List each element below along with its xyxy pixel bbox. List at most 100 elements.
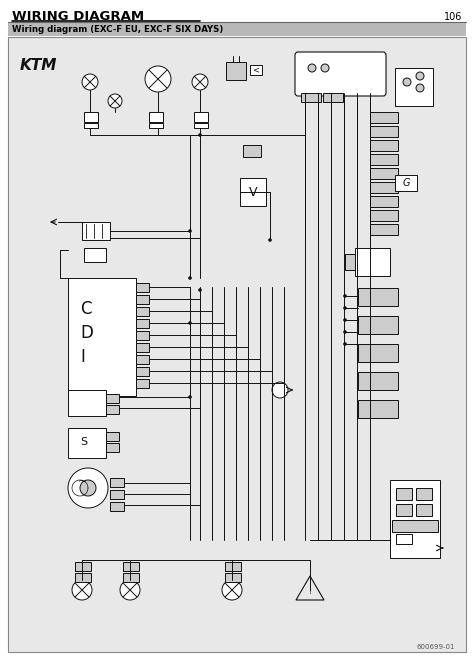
Bar	[106, 405, 119, 414]
Bar	[75, 562, 91, 571]
Bar	[225, 573, 241, 582]
Bar	[323, 93, 343, 102]
Bar	[396, 488, 412, 500]
Circle shape	[343, 294, 347, 297]
Bar	[370, 168, 398, 179]
Bar	[395, 175, 417, 191]
Bar	[370, 154, 398, 165]
Bar	[194, 112, 208, 122]
Bar	[136, 355, 149, 364]
Bar	[370, 210, 398, 221]
Bar	[226, 62, 246, 80]
Bar	[68, 428, 106, 458]
Bar	[358, 316, 398, 334]
Circle shape	[198, 133, 202, 137]
Bar	[123, 562, 139, 571]
Bar	[82, 222, 110, 240]
Circle shape	[222, 580, 242, 600]
Bar	[68, 278, 136, 396]
Bar	[390, 480, 440, 558]
FancyBboxPatch shape	[295, 52, 386, 96]
Circle shape	[192, 74, 208, 90]
Bar	[136, 343, 149, 352]
Bar	[370, 182, 398, 193]
Bar	[194, 123, 208, 128]
Bar	[106, 394, 119, 403]
Text: C: C	[80, 300, 91, 318]
Text: V: V	[249, 186, 257, 198]
Bar	[396, 534, 412, 544]
Text: Wiring diagram (EXC-F EU, EXC-F SIX DAYS): Wiring diagram (EXC-F EU, EXC-F SIX DAYS…	[12, 25, 223, 34]
Bar	[110, 502, 124, 511]
Bar	[395, 68, 433, 106]
Bar	[358, 344, 398, 362]
Bar	[243, 145, 261, 157]
Text: S: S	[80, 437, 87, 447]
Circle shape	[343, 342, 347, 346]
Bar	[370, 112, 398, 123]
Circle shape	[145, 66, 171, 92]
Bar	[358, 372, 398, 390]
Bar	[136, 319, 149, 328]
Bar	[136, 331, 149, 340]
Circle shape	[82, 74, 98, 90]
Text: D: D	[80, 324, 93, 342]
Bar	[106, 432, 119, 441]
Text: G: G	[402, 178, 410, 188]
Circle shape	[272, 382, 288, 398]
Bar	[110, 490, 124, 499]
Bar	[370, 140, 398, 151]
Circle shape	[268, 239, 272, 242]
Bar	[225, 562, 241, 571]
Text: I: I	[80, 348, 85, 366]
Bar	[358, 288, 398, 306]
Bar	[75, 573, 91, 582]
Circle shape	[198, 288, 202, 292]
Bar	[240, 178, 266, 206]
Circle shape	[72, 580, 92, 600]
Bar	[250, 65, 262, 75]
Text: 106: 106	[444, 12, 462, 22]
Circle shape	[188, 321, 192, 325]
Bar	[136, 307, 149, 316]
Bar	[416, 504, 432, 516]
Bar	[149, 112, 163, 122]
Circle shape	[343, 306, 347, 310]
Bar	[84, 123, 98, 128]
Bar	[84, 248, 106, 262]
Bar	[370, 196, 398, 207]
Bar	[355, 248, 390, 276]
Circle shape	[108, 94, 122, 108]
Circle shape	[416, 72, 424, 80]
Circle shape	[321, 64, 329, 72]
Bar	[68, 390, 106, 416]
Circle shape	[188, 229, 192, 232]
Bar	[136, 379, 149, 388]
Text: !: !	[309, 589, 311, 595]
Bar	[110, 478, 124, 487]
Circle shape	[188, 276, 192, 280]
Circle shape	[308, 64, 316, 72]
Bar	[123, 573, 139, 582]
Circle shape	[188, 395, 192, 399]
Circle shape	[68, 468, 108, 508]
Bar	[370, 224, 398, 235]
Bar	[136, 295, 149, 304]
Bar	[149, 123, 163, 128]
Bar	[392, 520, 438, 532]
Text: ~: ~	[77, 477, 87, 487]
Circle shape	[343, 330, 347, 334]
Circle shape	[343, 318, 347, 322]
Circle shape	[416, 84, 424, 92]
Bar	[416, 488, 432, 500]
Text: 600699-01: 600699-01	[417, 644, 455, 650]
Bar	[301, 93, 321, 102]
Bar	[8, 23, 466, 36]
Bar	[345, 254, 355, 270]
Circle shape	[403, 78, 411, 86]
Bar	[136, 367, 149, 376]
Bar	[370, 126, 398, 137]
Text: KTM: KTM	[20, 58, 57, 73]
Circle shape	[80, 480, 96, 496]
Text: <: <	[253, 66, 259, 74]
